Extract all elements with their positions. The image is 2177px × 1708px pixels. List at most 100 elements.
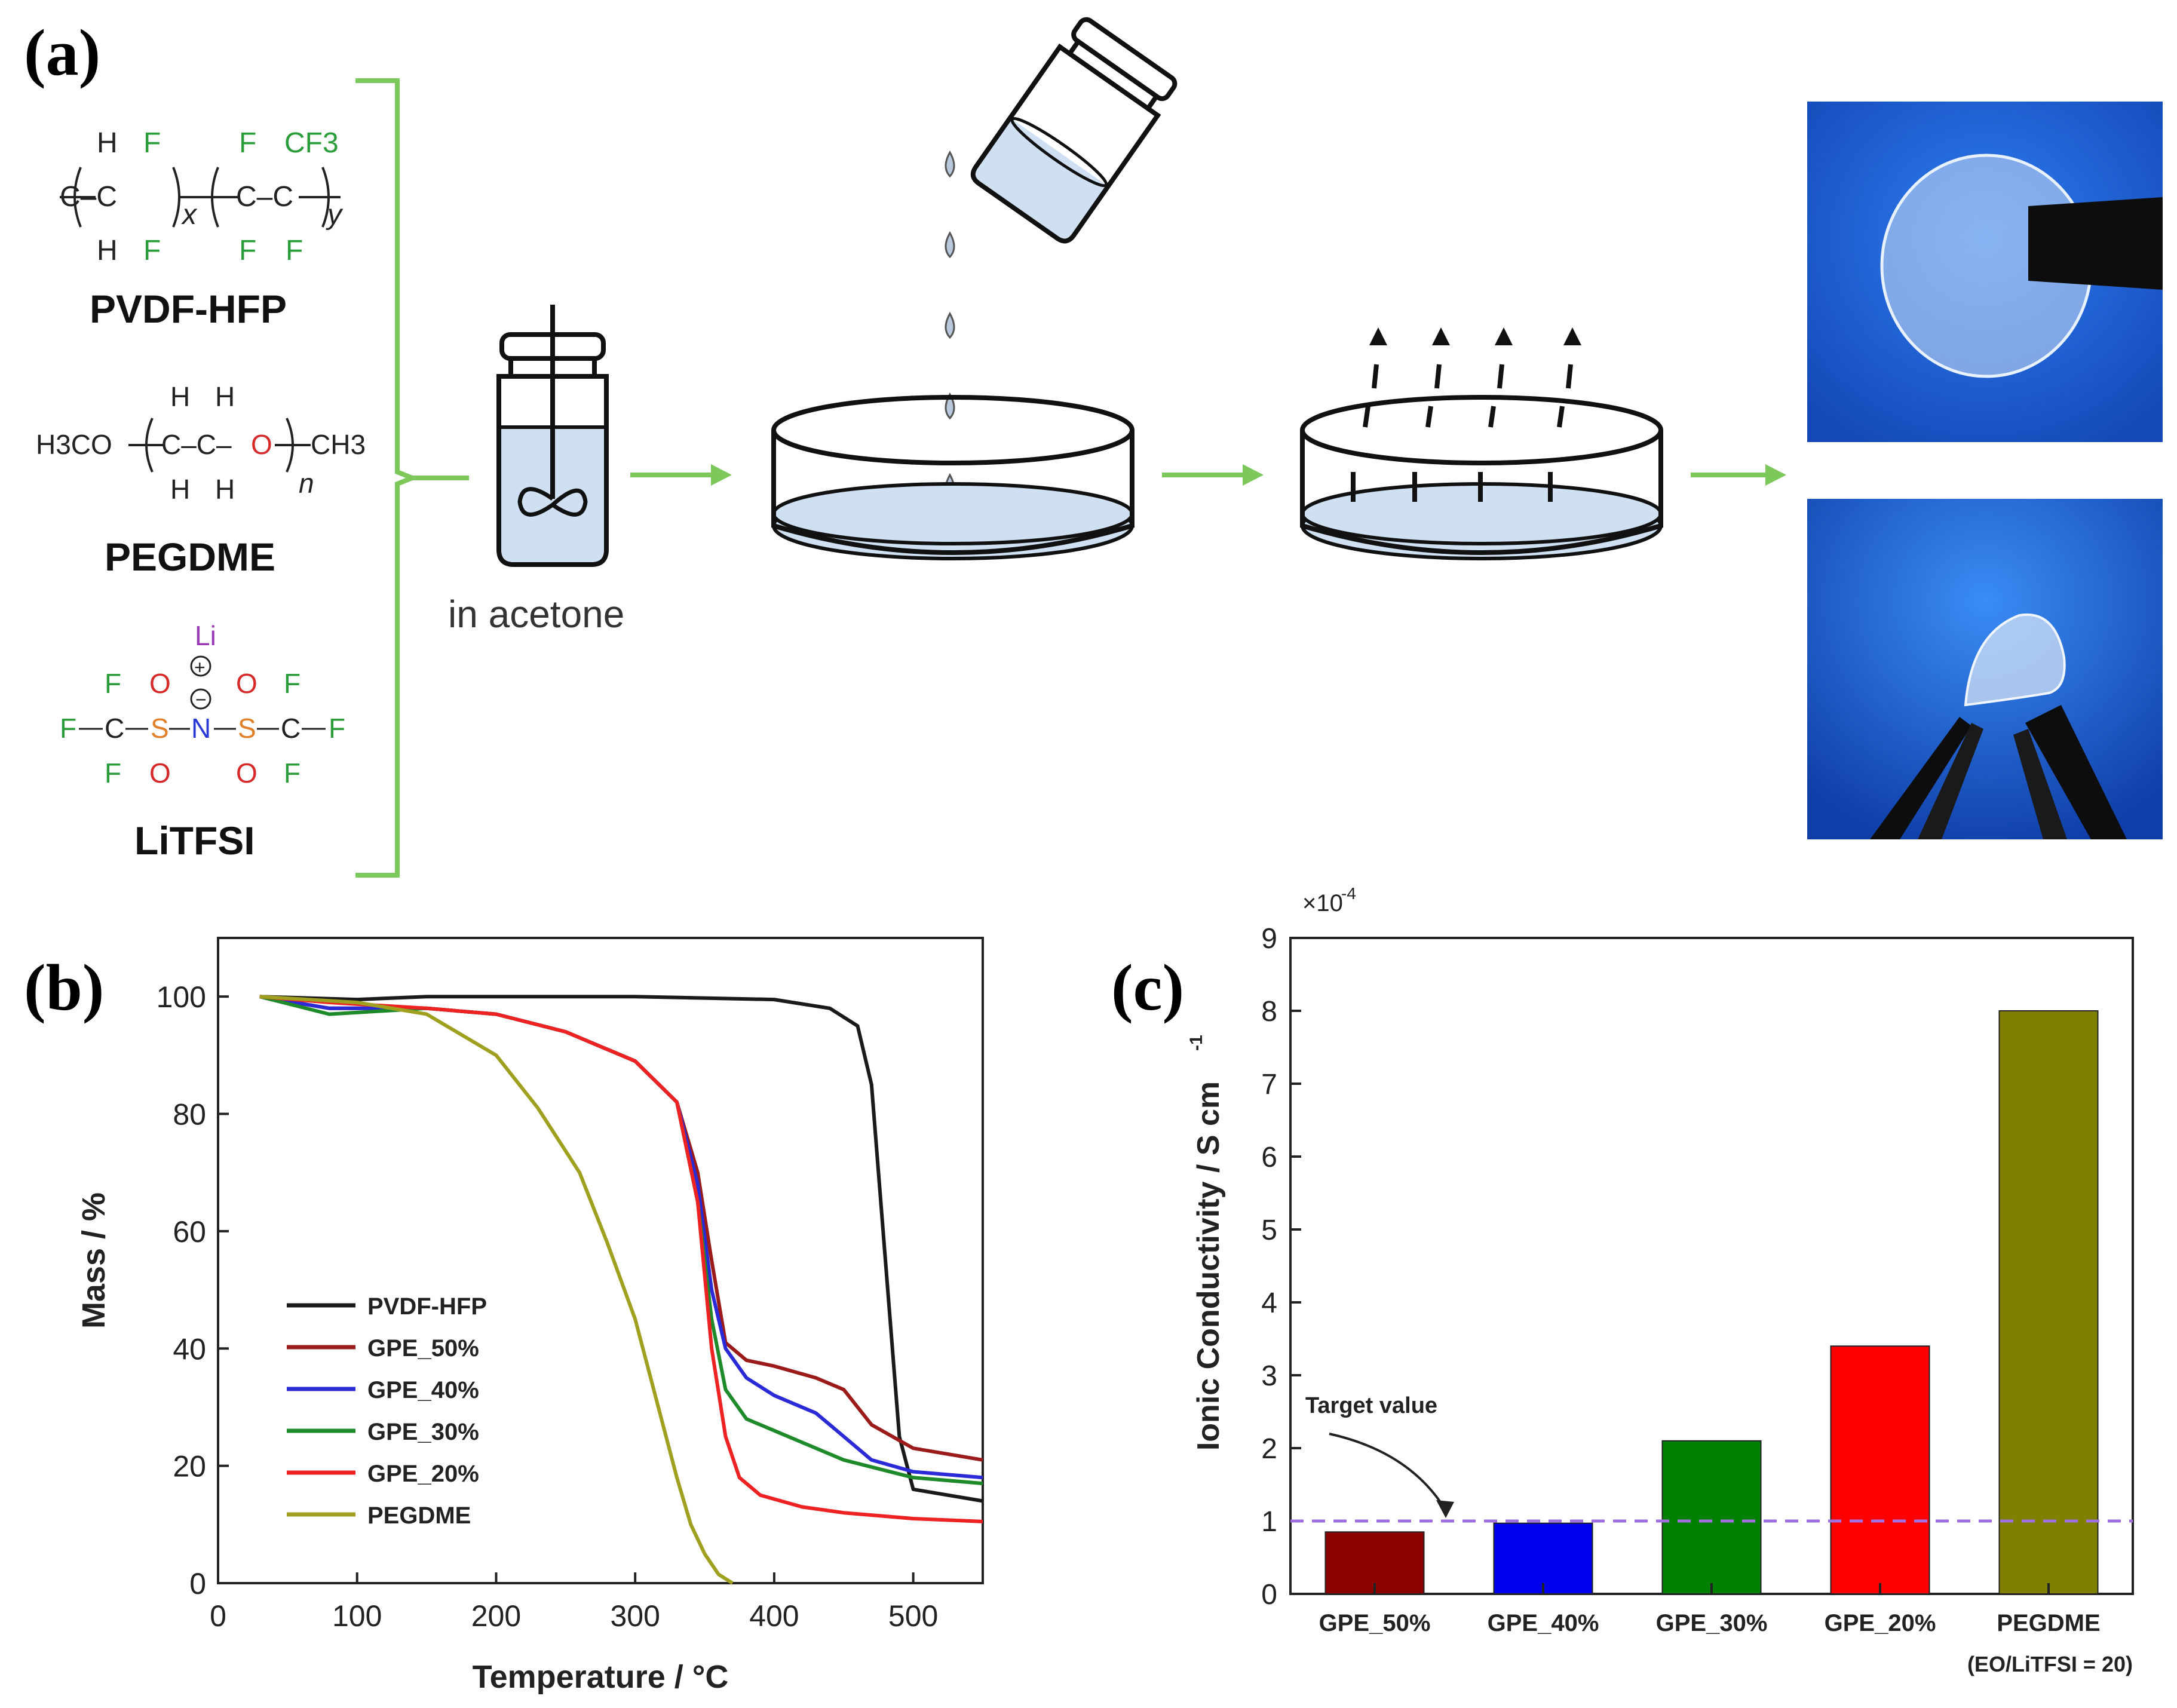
target-label: Target value: [1305, 1393, 1437, 1418]
y-axis-title: Ionic Conductivity / S cm: [1191, 1081, 1226, 1451]
series-line: [259, 995, 983, 1503]
x-tick-label: 400: [749, 1599, 799, 1633]
y-tick-label: 2: [1261, 1433, 1277, 1465]
x-tick-label: 500: [888, 1599, 938, 1633]
y-tick-label: 3: [1261, 1360, 1277, 1392]
litfsi-plus: +: [194, 657, 206, 678]
pvdf-bot-f3: F: [286, 235, 303, 266]
legend-label: GPE_20%: [367, 1461, 479, 1487]
litfsi-s-left: S: [151, 713, 169, 744]
y-tick-label: 40: [173, 1332, 206, 1366]
x-tick-label: GPE_20%: [1825, 1610, 1936, 1636]
x-tick-label: GPE_30%: [1656, 1610, 1768, 1636]
y-axis-title-exponent: -1: [1186, 1035, 1206, 1051]
pegdme-structure: H H H3CO C–C– O CH3 H H n: [36, 381, 366, 505]
litfsi-o-bot1: O: [149, 758, 171, 789]
pvdf-paren-1: [73, 167, 82, 228]
target-arrow-head: [1436, 1500, 1454, 1518]
litfsi-c-left: C: [105, 713, 124, 744]
y-tick-label: 5: [1261, 1215, 1277, 1246]
legend-label: GPE_50%: [367, 1335, 479, 1362]
pouring-bottle-icon: [970, 17, 1178, 244]
x-axis-title: Temperature / °C: [473, 1659, 729, 1695]
evaporation-dish-icon: [1300, 327, 1663, 560]
bar: [1493, 1522, 1593, 1594]
process-arrow-2: [1162, 464, 1264, 486]
x-tick-label: 300: [610, 1599, 660, 1633]
pegdme-right: CH3: [311, 429, 366, 460]
panel-c: (c) 0 1 2 3 4 5 6 7 8 9 ×10-4 Ionic Conductivity / …: [1111, 884, 2134, 1676]
litfsi-f-top2: F: [284, 668, 301, 699]
pvdf-bot-h: H: [97, 235, 118, 266]
pegdme-top-h1: H: [170, 381, 190, 412]
pvdf-chain-2: C–C: [236, 181, 293, 213]
panel-b-label: (b): [24, 951, 104, 1024]
series-line: [259, 995, 983, 1486]
pvdf-top-f1: F: [143, 127, 161, 159]
y-tick-label: 1: [1261, 1506, 1277, 1538]
series-line: [259, 995, 983, 1523]
pegdme-left: H3CO: [36, 429, 112, 460]
y-tick-label: 0: [1261, 1579, 1277, 1611]
legend-label: GPE_30%: [367, 1419, 479, 1445]
compound-name-pvdf-hfp: PVDF-HFP: [90, 287, 287, 331]
panel-a: (a) H F F CF3 C–C C–C x y H F F F PVDF-H…: [24, 16, 2163, 878]
pegdme-chain: C–C–: [161, 429, 232, 460]
y-tick-label: 80: [173, 1098, 206, 1131]
compound-name-litfsi: LiTFSI: [134, 818, 255, 863]
litfsi-minus: −: [195, 689, 207, 710]
litfsi-o-top1: O: [149, 668, 171, 699]
panel-a-label: (a): [24, 16, 100, 89]
litfsi-f-left: F: [60, 713, 76, 744]
y-tick-label: 60: [173, 1215, 206, 1249]
process-arrow-1: [630, 464, 732, 486]
y-tick-label: 100: [157, 980, 206, 1014]
litfsi-s-right: S: [238, 713, 256, 744]
panel-b: (b) 0 100 200 300 400 500 0 20 40 60 80 100 Temperat…: [24, 937, 984, 1695]
litfsi-o-top2: O: [236, 668, 257, 699]
plot-frame: [217, 937, 984, 1584]
x-tick-label: PEGDME: [1997, 1610, 2100, 1636]
pegdme-o: O: [251, 429, 272, 460]
y-tick-label: 6: [1261, 1142, 1277, 1173]
axis-multiplier-exponent: -4: [1341, 884, 1356, 903]
pvdf-top-f2: F: [239, 127, 256, 159]
bar: [1998, 1010, 2099, 1594]
compound-name-pegdme: PEGDME: [105, 535, 275, 579]
litfsi-li: Li: [195, 620, 216, 651]
litfsi-structure: Li + − F O O F F C S N S C F F O O F: [60, 620, 345, 789]
y-tick-label: 20: [173, 1450, 206, 1483]
conductivity-chart: 0 1 2 3 4 5 6 7 8 9 ×10-4 Ionic Conductivity / S cm…: [1186, 884, 2134, 1676]
legend-label: PVDF-HFP: [367, 1293, 487, 1320]
category-note: (EO/LiTFSI = 20): [1967, 1652, 2133, 1676]
x-tick-label: 0: [210, 1599, 226, 1633]
bar: [1661, 1440, 1762, 1595]
litfsi-minus-circle: [190, 688, 211, 710]
green-bracket: [355, 78, 419, 878]
pvdf-sub-y: y: [326, 199, 344, 231]
litfsi-n: N: [191, 713, 211, 744]
litfsi-f-bot1: F: [105, 758, 121, 789]
y-tick-label: 9: [1261, 923, 1277, 955]
x-tick-label: GPE_40%: [1488, 1610, 1599, 1636]
y-tick-label: 8: [1261, 996, 1277, 1028]
litfsi-c-right: C: [281, 713, 301, 744]
panel-c-label: (c): [1111, 951, 1184, 1024]
stirring-vial-icon: [496, 305, 609, 567]
series-line: [259, 995, 734, 1585]
pvdf-top-h: H: [97, 127, 118, 159]
pvdf-bot-f1: F: [143, 235, 161, 266]
bar: [1830, 1345, 1930, 1594]
pvdf-paren-2: [172, 167, 180, 228]
y-axis-title: Mass / %: [76, 1192, 112, 1329]
series-line: [259, 995, 983, 1480]
membrane-photo-top: [1807, 102, 2163, 442]
x-tick-label: 100: [332, 1599, 382, 1633]
x-tick-label: GPE_50%: [1319, 1610, 1431, 1636]
solvent-label: in acetone: [448, 593, 624, 636]
litfsi-plus-circle: [190, 655, 211, 677]
legend-label: GPE_40%: [367, 1377, 479, 1403]
axis-multiplier: ×10: [1302, 890, 1343, 916]
y-tick-label: 7: [1261, 1069, 1277, 1100]
